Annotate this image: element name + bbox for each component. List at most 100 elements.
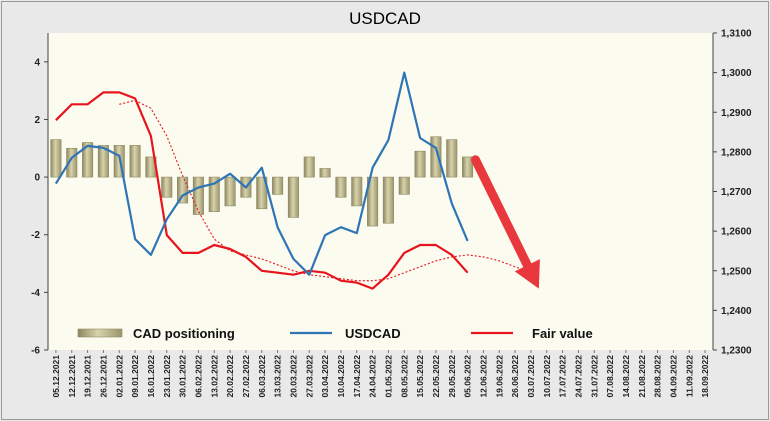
x-tick-label: 24.04.2022 — [368, 355, 378, 398]
bar-cad-positioning — [256, 176, 268, 210]
line-series — [54, 71, 532, 290]
bar-cad-positioning — [272, 176, 284, 195]
x-tick-label: 16.01.2022 — [146, 355, 156, 398]
line-usdcad — [54, 71, 469, 276]
bar-cad-positioning — [129, 145, 141, 178]
bar-cad-positioning — [398, 176, 410, 195]
bar-cad-positioning — [82, 142, 94, 178]
x-tick-label: 03.04.2022 — [320, 355, 330, 398]
forecast-arrow-head — [514, 259, 540, 289]
legend: CAD positioning USDCAD Fair value — [77, 326, 593, 341]
x-tick-label: 20.02.2022 — [225, 355, 235, 398]
x-tick-label: 17.07.2022 — [558, 355, 568, 398]
x-tick-label: 07.08.2022 — [605, 355, 615, 398]
x-tick-label: 03.07.2022 — [526, 355, 536, 398]
bar-cad-positioning — [177, 176, 189, 204]
x-tick-label: 18.09.2022 — [700, 355, 710, 398]
right-tick-label: 1,2600 — [721, 227, 752, 238]
x-tick-label: 15.05.2022 — [415, 355, 425, 398]
bar-cad-positioning — [50, 139, 62, 178]
x-tick-label: 27.03.2022 — [304, 355, 314, 398]
bar-cad-positioning — [351, 176, 363, 207]
x-tick-label: 27.02.2022 — [241, 355, 251, 398]
x-tick-label: 12.06.2022 — [478, 355, 488, 398]
line-fair-value — [55, 91, 469, 290]
x-tick-label: 19.12.2021 — [83, 355, 93, 398]
left-tick-label: -2 — [31, 230, 40, 241]
bar-cad-positioning — [446, 139, 458, 178]
bar-cad-positioning — [224, 176, 236, 207]
x-tick-label: 02.01.2022 — [114, 355, 124, 398]
bar-cad-positioning — [192, 176, 204, 215]
x-tick-label: 14.08.2022 — [621, 355, 631, 398]
x-tick-label: 01.05.2022 — [383, 355, 393, 398]
right-tick-label: 1,2900 — [721, 108, 752, 119]
legend-label-usdcad: USDCAD — [345, 326, 401, 341]
right-tick-label: 1,2800 — [721, 147, 752, 158]
bar-cad-positioning — [208, 176, 220, 212]
x-tick-label: 20.03.2022 — [288, 355, 298, 398]
x-tick-label: 26.12.2021 — [98, 355, 108, 398]
x-tick-label: 13.03.2022 — [273, 355, 283, 398]
x-tick-label: 29.05.2022 — [447, 355, 457, 398]
bar-cad-positioning — [303, 156, 315, 178]
x-tick-label: 31.07.2022 — [589, 355, 599, 398]
x-tick-label: 05.12.2021 — [51, 355, 61, 398]
right-tick-label: 1,2700 — [721, 187, 752, 198]
x-tick-label: 13.02.2022 — [209, 355, 219, 398]
x-tick-label: 04.09.2022 — [668, 355, 678, 398]
x-tick-label: 19.06.2022 — [494, 355, 504, 398]
forecast-arrow — [471, 155, 540, 289]
x-tick-label: 08.05.2022 — [399, 355, 409, 398]
right-axis-ticks: 1,2300 1,2400 1,2500 1,2600 1,2700 1,2800 1,29… — [713, 29, 752, 357]
x-tick-label: 21.08.2022 — [637, 355, 647, 398]
x-tick-label: 12.12.2021 — [67, 355, 77, 398]
forecast-arrow-shaft — [471, 155, 532, 270]
left-tick-label: 2 — [34, 115, 40, 126]
bar-cad-positioning — [287, 176, 299, 218]
left-axis-ticks: -6 -4 -2 0 2 4 — [31, 57, 48, 357]
right-tick-label: 1,3100 — [721, 29, 752, 40]
x-tick-label: 09.01.2022 — [130, 355, 140, 398]
x-tick-label: 06.02.2022 — [193, 355, 203, 398]
x-tick-label: 17.04.2022 — [352, 355, 362, 398]
legend-swatch-cad-positioning — [77, 328, 123, 338]
right-tick-label: 1,2300 — [721, 346, 752, 357]
chart-title: USDCAD — [349, 9, 421, 28]
x-tick-label: 10.04.2022 — [336, 355, 346, 398]
bar-cad-positioning — [382, 176, 394, 224]
bar-cad-positioning — [335, 176, 347, 198]
x-tick-label: 06.03.2022 — [257, 355, 267, 398]
x-tick-label: 10.07.2022 — [542, 355, 552, 398]
left-tick-label: 0 — [34, 173, 40, 184]
x-tick-label: 23.01.2022 — [162, 355, 172, 398]
right-tick-label: 1,3000 — [721, 68, 752, 79]
left-tick-label: -6 — [31, 346, 40, 357]
bar-cad-positioning — [319, 168, 331, 178]
left-tick-label: -4 — [31, 288, 40, 299]
bar-cad-positioning — [367, 176, 379, 227]
legend-label-fair-value: Fair value — [532, 326, 593, 341]
bar-cad-positioning — [430, 136, 442, 178]
x-tick-label: 30.01.2022 — [178, 355, 188, 398]
bar-cad-positioning — [462, 156, 474, 178]
legend-label-cad-positioning: CAD positioning — [133, 326, 235, 341]
x-tick-label: 22.05.2022 — [431, 355, 441, 398]
bar-cad-positioning — [414, 150, 426, 178]
bar-cad-positioning — [66, 147, 78, 178]
x-tick-label: 11.09.2022 — [684, 355, 694, 397]
x-axis-ticks: 05.12.2021 12.12.2021 19.12.2021 26.12.2021… — [51, 350, 710, 398]
plot-area — [48, 33, 713, 350]
left-tick-label: 4 — [34, 57, 40, 68]
right-tick-label: 1,2500 — [721, 266, 752, 277]
line-fair-value-trend — [119, 99, 532, 282]
right-tick-label: 1,2400 — [721, 306, 752, 317]
x-tick-label: 24.07.2022 — [573, 355, 583, 398]
bar-cad-positioning — [161, 176, 173, 198]
x-tick-label: 05.06.2022 — [463, 355, 473, 398]
bar-cad-positioning — [97, 145, 109, 178]
x-tick-label: 26.06.2022 — [510, 355, 520, 398]
x-tick-label: 28.08.2022 — [653, 355, 663, 398]
